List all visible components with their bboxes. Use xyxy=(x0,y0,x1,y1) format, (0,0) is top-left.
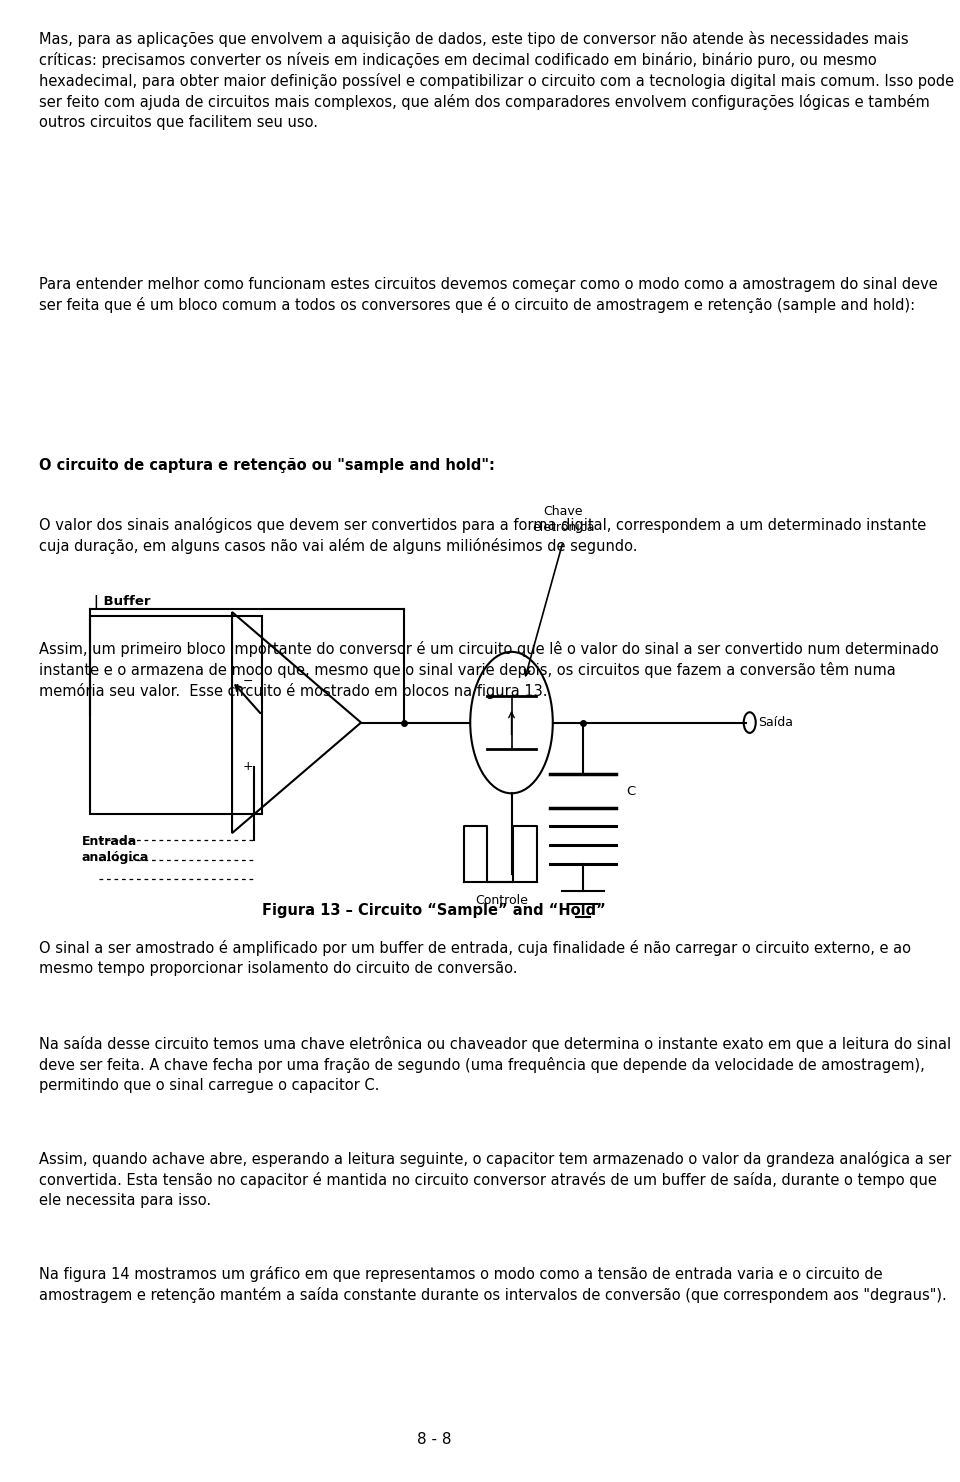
Text: C: C xyxy=(626,784,636,797)
Text: Assim, quando achave abre, esperando a leitura seguinte, o capacitor tem armazen: Assim, quando achave abre, esperando a l… xyxy=(38,1150,950,1208)
Text: | Buffer: | Buffer xyxy=(94,594,151,608)
Text: Na figura 14 mostramos um gráfico em que representamos o modo como a tensão de e: Na figura 14 mostramos um gráfico em que… xyxy=(38,1266,947,1303)
Text: Assim, um primeiro bloco importante do conversor é um circuito que lê o valor do: Assim, um primeiro bloco importante do c… xyxy=(38,640,938,700)
Text: O circuito de captura e retenção ou "sample and hold":: O circuito de captura e retenção ou "sam… xyxy=(38,458,494,473)
Text: Na saída desse circuito temos uma chave eletrônica ou chaveador que determina o : Na saída desse circuito temos uma chave … xyxy=(38,1036,950,1092)
Text: Controle: Controle xyxy=(475,894,528,907)
Text: O sinal a ser amostrado é amplificado por um buffer de entrada, cuja finalidade : O sinal a ser amostrado é amplificado po… xyxy=(38,940,911,975)
Text: Para entender melhor como funcionam estes circuitos devemos começar como o modo : Para entender melhor como funcionam este… xyxy=(38,277,937,313)
Text: 8 - 8: 8 - 8 xyxy=(417,1432,451,1446)
Text: Saída: Saída xyxy=(758,716,793,729)
Text: Entrada
analógica: Entrada analógica xyxy=(82,834,149,864)
Text: +: + xyxy=(242,760,253,774)
Text: Mas, para as aplicações que envolvem a aquisição de dados, este tipo de converso: Mas, para as aplicações que envolvem a a… xyxy=(38,31,953,130)
Text: −: − xyxy=(242,674,252,688)
Text: Chave
eletrônica: Chave eletrônica xyxy=(532,505,594,534)
Text: O valor dos sinais analógicos que devem ser convertidos para a forma digital, co: O valor dos sinais analógicos que devem … xyxy=(38,517,925,554)
Text: Figura 13 – Circuito “Sample” and “Hold”: Figura 13 – Circuito “Sample” and “Hold” xyxy=(262,903,606,919)
